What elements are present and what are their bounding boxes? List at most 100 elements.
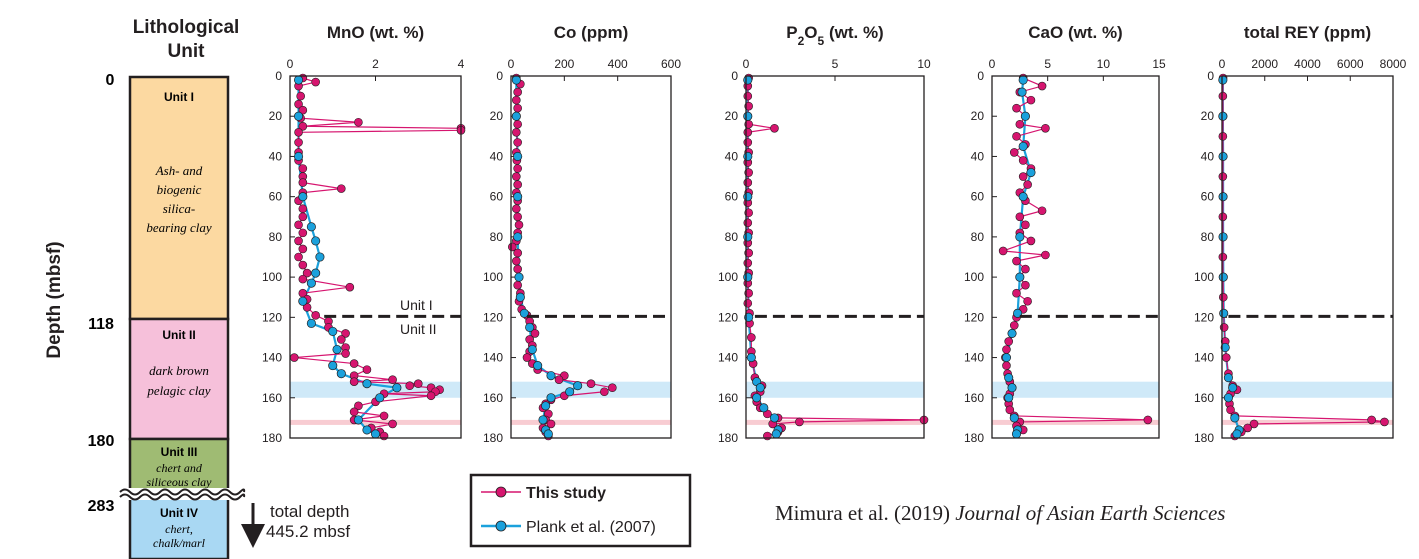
- x-tick-label: 600: [661, 57, 681, 71]
- point-this-study: [379, 411, 389, 421]
- point-this-study: [341, 329, 350, 338]
- point-this-study: [744, 168, 753, 177]
- point-this-study: [763, 431, 772, 441]
- y-tick-label: 60: [269, 190, 283, 204]
- y-tick-label: 80: [269, 230, 283, 244]
- point-this-study: [513, 212, 522, 222]
- unit-i-name: Unit I: [164, 90, 194, 104]
- point-this-study: [1012, 103, 1021, 113]
- y-tick-label: 160: [483, 391, 503, 405]
- point-plank: [1020, 111, 1030, 121]
- point-plank: [1009, 413, 1019, 423]
- panel-title: CaO (wt. %): [1028, 23, 1122, 42]
- series-line-this-study: [294, 77, 462, 437]
- y-tick-label: 20: [1201, 109, 1215, 123]
- point-plank: [752, 393, 762, 403]
- y-tick-label: 60: [490, 190, 504, 204]
- point-plank: [746, 353, 756, 363]
- point-this-study: [298, 121, 308, 131]
- point-this-study: [345, 282, 355, 292]
- boundary-label-upper: Unit I: [400, 297, 433, 313]
- point-plank: [315, 252, 325, 262]
- point-this-study: [336, 335, 346, 344]
- point-this-study: [1026, 95, 1036, 105]
- point-plank: [1228, 383, 1238, 393]
- legend-this-study-marker: [495, 486, 507, 498]
- band-blue: [1222, 381, 1393, 398]
- point-this-study: [1037, 81, 1047, 91]
- point-this-study: [1005, 405, 1015, 415]
- point-this-study: [1243, 423, 1252, 433]
- panel-cao-wt: CaO (wt. %) 0 5 10 15 0 20 40 60 80 100 120 140 160 18…: [964, 23, 1166, 445]
- unit-ii-desc-1: dark brown: [149, 363, 209, 378]
- point-this-study: [1380, 417, 1389, 427]
- point-this-study: [379, 431, 389, 441]
- point-plank: [1223, 373, 1233, 383]
- legend-plank-marker: [495, 520, 507, 532]
- y-tick-label: 120: [262, 310, 282, 324]
- unit-ii-box: [128, 317, 230, 441]
- y-tick-label: 160: [964, 391, 984, 405]
- point-this-study: [1023, 180, 1032, 189]
- point-plank: [1004, 373, 1014, 383]
- point-this-study: [743, 258, 753, 268]
- point-this-study: [743, 178, 753, 187]
- point-this-study: [349, 359, 359, 368]
- point-plank: [743, 111, 753, 121]
- panel-total-rey-ppm: total REY (ppm) 0 2000 4000 6000 8000 0 20 40 60 8…: [1194, 23, 1407, 445]
- y-tick-label: 180: [262, 431, 282, 445]
- unit-ii-desc-2: pelagic clay: [146, 383, 210, 398]
- y-tick-label: 40: [490, 149, 504, 163]
- point-plank: [1218, 272, 1228, 282]
- point-this-study: [349, 407, 359, 417]
- unit-ii-name: Unit II: [162, 328, 195, 342]
- boundary-label-lower: Unit II: [400, 321, 437, 337]
- panel-title: total REY (ppm): [1244, 23, 1371, 42]
- point-this-study: [1009, 148, 1019, 157]
- y-tick-label: 60: [971, 190, 985, 204]
- point-this-study: [405, 381, 415, 391]
- point-plank: [1218, 111, 1228, 121]
- point-this-study: [508, 242, 517, 252]
- point-plank: [1218, 75, 1228, 85]
- point-this-study: [513, 87, 522, 97]
- y-tick-label: 20: [725, 109, 739, 123]
- y-tick-label: 160: [718, 391, 738, 405]
- point-this-study: [1219, 323, 1229, 332]
- point-plank: [1218, 232, 1228, 242]
- point-this-study: [770, 123, 779, 133]
- point-plank: [755, 383, 765, 393]
- point-this-study: [1218, 252, 1228, 262]
- y-tick-label: 100: [483, 270, 503, 284]
- point-plank: [1026, 167, 1036, 178]
- point-plank: [533, 361, 543, 371]
- point-plank: [513, 192, 523, 202]
- point-this-study: [1218, 292, 1228, 302]
- y-tick-label: 120: [1194, 310, 1214, 324]
- point-plank: [771, 429, 781, 439]
- point-this-study: [608, 383, 617, 393]
- point-plank: [336, 369, 346, 379]
- plot-frame: [1221, 75, 1394, 439]
- point-this-study: [513, 280, 522, 290]
- point-this-study: [1037, 206, 1047, 216]
- point-this-study: [744, 288, 753, 298]
- point-this-study: [1021, 264, 1030, 274]
- point-plank: [538, 415, 548, 425]
- depth-axis-label: Depth (mbsf): [44, 241, 65, 358]
- point-plank: [743, 192, 753, 202]
- point-this-study: [513, 138, 522, 147]
- unit-iii-desc-2: siliceous clay: [147, 475, 213, 489]
- point-plank: [1219, 308, 1229, 318]
- point-plank: [519, 308, 529, 318]
- y-tick-label: 100: [262, 270, 282, 284]
- x-tick-label: 15: [1152, 57, 1166, 71]
- point-plank: [743, 232, 753, 242]
- point-plank: [1013, 308, 1023, 318]
- point-plank: [328, 361, 338, 371]
- point-plank: [525, 322, 535, 332]
- point-this-study: [298, 212, 308, 222]
- point-plank: [1220, 342, 1230, 353]
- unconformity-line-lower: [119, 493, 246, 501]
- point-this-study: [311, 311, 320, 320]
